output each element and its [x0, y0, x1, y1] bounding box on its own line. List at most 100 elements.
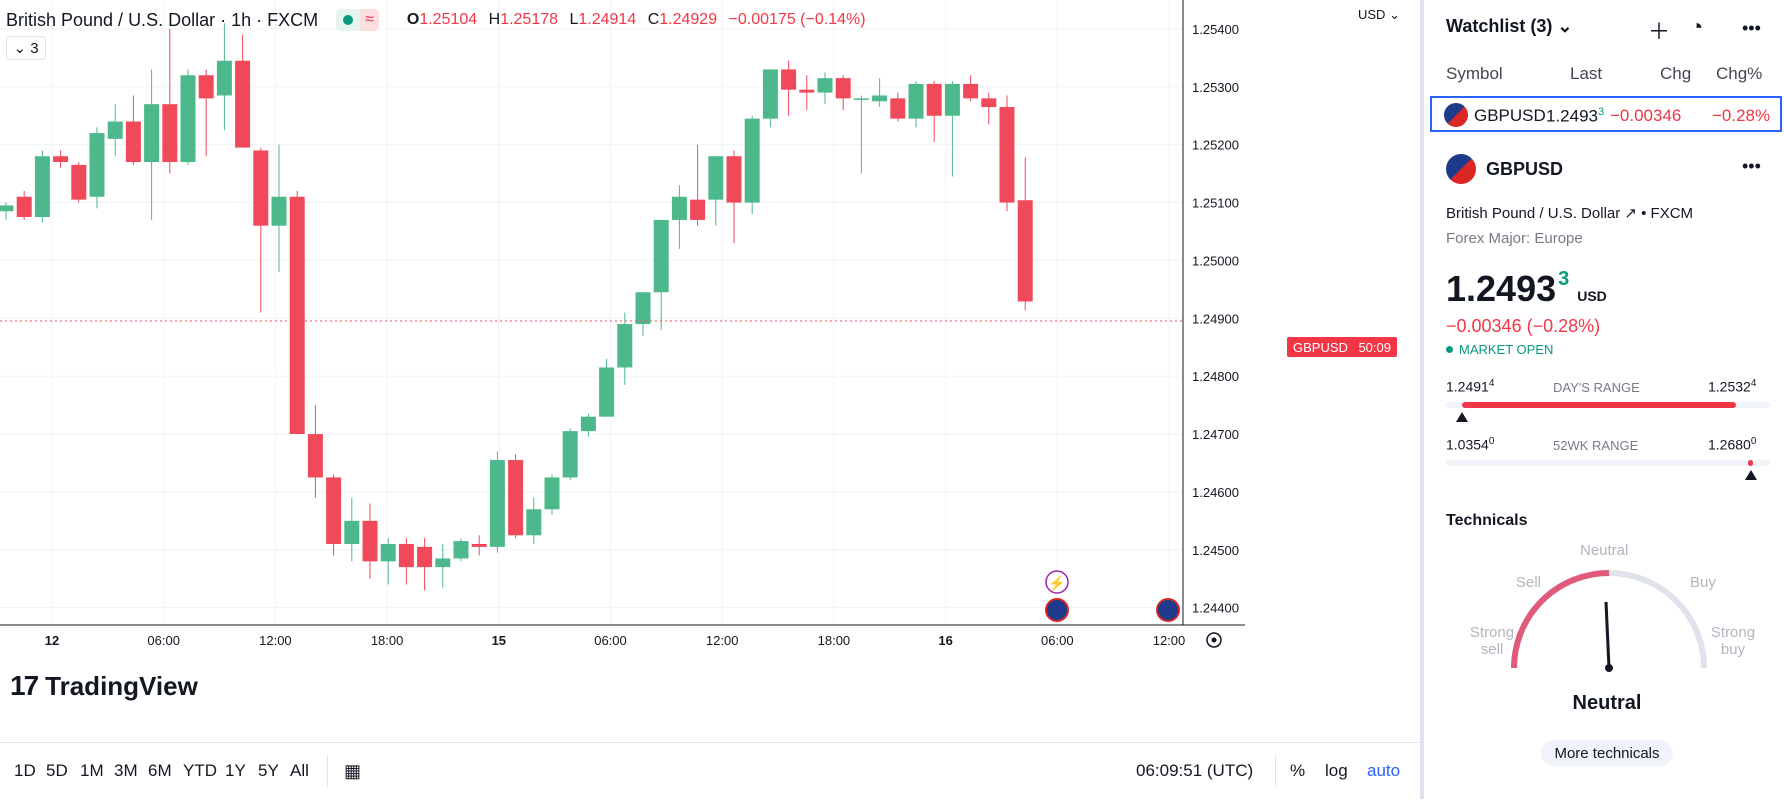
ohlc-values: O1.25104 H1.25178 L1.24914 C1.24929 −0.0…	[406, 11, 866, 28]
technicals-gauge	[1511, 570, 1707, 672]
range-3m-button[interactable]: 3M	[114, 761, 138, 780]
tradingview-logo-icon: 17	[10, 670, 39, 701]
bar-countdown: 50:09	[1358, 339, 1391, 355]
candle-body	[617, 324, 633, 368]
symbol-description[interactable]: British Pound / U.S. Dollar ↗ • FXCM	[1446, 205, 1694, 222]
col-last[interactable]: Last	[1570, 64, 1603, 83]
candle-body	[144, 104, 160, 163]
log-scale-button[interactable]: log	[1325, 761, 1348, 780]
auto-scale-button[interactable]: auto	[1367, 761, 1401, 780]
candle-body	[253, 150, 269, 226]
utc-clock[interactable]: 06:09:51 (UTC)	[1136, 761, 1254, 780]
range-ytd-button[interactable]: YTD	[183, 761, 217, 780]
gbpusd-flag-icon	[1446, 154, 1476, 184]
candle-body	[580, 416, 596, 432]
time-tick-label: 18:00	[818, 633, 851, 648]
candle-body	[326, 477, 342, 544]
price-tick-label: 1.25000	[1192, 253, 1239, 268]
watchlist-row-gbpusd[interactable]: GBPUSD 1.24933 −0.00346 −0.28%	[1430, 96, 1782, 132]
range-1y-button[interactable]: 1Y	[225, 761, 246, 780]
candle-body	[398, 543, 414, 568]
time-tick-label: 15	[492, 633, 506, 648]
legend-collapse-button[interactable]: ⌄ 3	[6, 36, 46, 60]
technicals-result: Neutral	[1572, 692, 1642, 714]
market-status: MARKET OPEN	[1446, 342, 1553, 357]
us-flag-icon	[1156, 598, 1180, 622]
watchlist-title[interactable]: Watchlist (3) ⌄	[1446, 16, 1573, 36]
candle-body	[271, 196, 287, 226]
chart-area[interactable]: 1.25400 1.25300 1.25200 1.25100 1.25000 1.249…	[0, 0, 1420, 800]
candle-body	[908, 83, 924, 119]
candle-body	[671, 196, 687, 220]
tradingview-logo[interactable]: 17 TradingView	[10, 670, 198, 701]
days-range-marker	[1456, 412, 1469, 422]
date-range-icon[interactable]: ▦	[344, 761, 362, 781]
details-more-icon[interactable]: •••	[1742, 156, 1761, 176]
currency-selector[interactable]: USD ⌄	[1358, 7, 1400, 22]
data-status-icon: ≈	[360, 9, 379, 31]
time-tick-label: 18:00	[371, 633, 404, 648]
lightning-icon: ⚡	[1048, 575, 1065, 592]
chart-legend: British Pound / U.S. Dollar · 1h · FXCM …	[6, 9, 873, 31]
price-tick-label: 1.25200	[1192, 138, 1239, 153]
time-tick-label: 12:00	[259, 633, 292, 648]
technicals-title[interactable]: Technicals	[1446, 512, 1528, 529]
candle-body	[963, 83, 979, 99]
more-options-icon[interactable]: •••	[1742, 18, 1761, 38]
gb-flag-icon	[1045, 598, 1069, 622]
candle-body	[890, 98, 906, 119]
add-symbol-icon[interactable]: ＋	[1648, 19, 1671, 44]
more-technicals-button[interactable]: More technicals	[1541, 740, 1673, 766]
candle-body	[16, 196, 32, 218]
candle-body	[34, 156, 50, 218]
candle-body	[508, 460, 524, 536]
wk52-range-label: 52WK RANGE	[1553, 438, 1639, 453]
candle-body	[944, 83, 960, 116]
price-tick-label: 1.25400	[1192, 22, 1239, 37]
candle-body	[599, 367, 615, 417]
range-all-button[interactable]: All	[290, 761, 309, 780]
candle-body	[872, 95, 888, 102]
time-tick-label: 12	[45, 633, 59, 648]
candle-body	[344, 520, 360, 544]
candle-body	[198, 75, 214, 99]
range-1m-button[interactable]: 1M	[80, 761, 104, 780]
bottom-toolbar: 1D 5D 1M 3M 6M YTD 1Y 5Y All ▦ 06:09:51 …	[0, 742, 1420, 800]
candle-body	[708, 156, 724, 200]
range-5d-button[interactable]: 5D	[46, 761, 68, 780]
candle-body	[653, 219, 669, 293]
candle-body	[781, 69, 797, 90]
gauge-label-buy: Buy	[1690, 574, 1716, 591]
days-range-low: 1.24914	[1446, 378, 1495, 395]
candle-body	[799, 89, 815, 93]
range-1d-button[interactable]: 1D	[14, 761, 36, 780]
price-tick-label: 1.24500	[1192, 543, 1239, 558]
market-status-pill[interactable]: ≈	[336, 9, 379, 31]
col-chg-pct[interactable]: Chg%	[1716, 64, 1763, 83]
price-chart[interactable]: 1.25400 1.25300 1.25200 1.25100 1.25000 1.249…	[0, 0, 1420, 742]
gauge-label-neutral: Neutral	[1580, 542, 1629, 559]
details-symbol[interactable]: GBPUSD	[1446, 154, 1563, 184]
settings-gear-icon	[1206, 632, 1222, 648]
time-tick-label: 06:00	[594, 633, 627, 648]
event-icon	[1045, 570, 1069, 594]
range-6m-button[interactable]: 6M	[148, 761, 172, 780]
candle-body	[89, 133, 105, 197]
range-5y-button[interactable]: 5Y	[258, 761, 279, 780]
candle-body	[435, 558, 451, 568]
percent-scale-button[interactable]: %	[1290, 761, 1306, 780]
candle-body	[1017, 200, 1033, 302]
gauge-needle	[1604, 601, 1611, 669]
col-chg[interactable]: Chg	[1660, 64, 1692, 83]
candle-body	[744, 118, 760, 203]
price-tick-label: 1.24800	[1192, 369, 1239, 384]
current-price: 1.2493 3USD	[1446, 268, 1607, 309]
time-tick-label: 12:00	[706, 633, 739, 648]
candle-body	[53, 156, 69, 163]
days-range-high: 1.25324	[1708, 378, 1757, 395]
col-symbol[interactable]: Symbol	[1446, 64, 1503, 83]
price-tick-label: 1.25100	[1192, 196, 1239, 211]
candle-body	[380, 543, 396, 562]
symbol-title[interactable]: British Pound / U.S. Dollar · 1h · FXCM	[6, 9, 319, 30]
pie-chart-icon[interactable]: ◔	[1690, 14, 1704, 39]
